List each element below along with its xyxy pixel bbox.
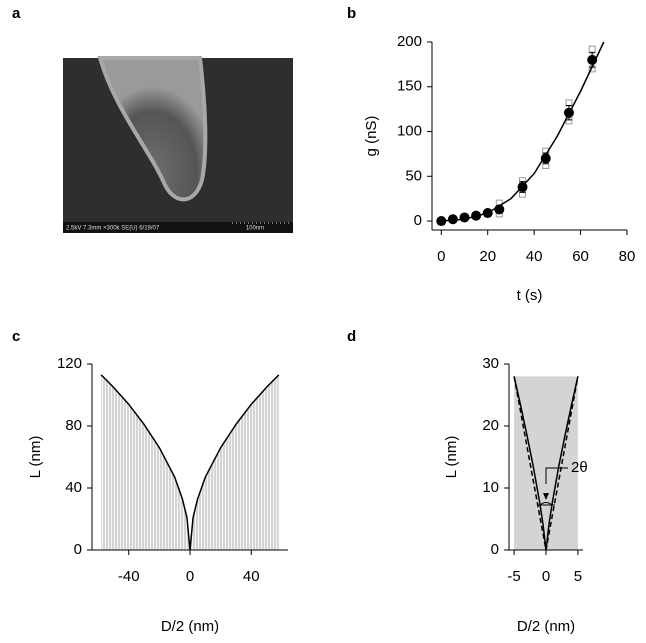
y-tick-label: 50 — [405, 167, 422, 184]
shade — [514, 376, 578, 550]
raw-point — [588, 45, 596, 53]
point — [436, 216, 447, 227]
x-tick-label: 0 — [186, 568, 194, 585]
y-tick-label: 100 — [397, 122, 422, 139]
x-axis-label: t (s) — [517, 287, 543, 304]
annotation: 2θ — [571, 459, 588, 476]
y-tick-label: 0 — [414, 212, 422, 229]
fit-curve — [100, 374, 280, 551]
point — [540, 153, 551, 164]
point — [587, 54, 598, 65]
x-tick-label: 80 — [619, 248, 636, 265]
x-tick-label: -5 — [507, 568, 520, 585]
cone-line — [513, 376, 579, 551]
sem-image — [63, 56, 293, 233]
y-tick-label: 200 — [397, 33, 422, 50]
y-axis-label: g (nS) — [363, 116, 380, 157]
x-tick-label: 40 — [243, 568, 260, 585]
y-axis-label: L (nm) — [27, 436, 44, 479]
x-axis-label: D/2 (nm) — [517, 618, 575, 635]
y-tick-label: 80 — [65, 417, 82, 434]
x-tick-label: 5 — [574, 568, 582, 585]
y-tick-label: 30 — [482, 355, 499, 372]
scale-label: 100nm — [246, 226, 264, 232]
point — [471, 210, 482, 221]
panel-label: c — [12, 328, 20, 345]
angle-arrow — [543, 493, 549, 500]
shade — [101, 374, 279, 550]
point — [494, 204, 505, 215]
point — [482, 207, 493, 218]
raw-point — [565, 99, 573, 107]
x-tick-label: -40 — [118, 568, 140, 585]
y-axis-label: L (nm) — [443, 436, 460, 479]
panel-label: d — [347, 328, 356, 345]
point — [447, 214, 458, 225]
x-tick-label: 20 — [479, 248, 496, 265]
x-tick-label: 0 — [542, 568, 550, 585]
y-tick-label: 20 — [482, 417, 499, 434]
panel-label: a — [12, 5, 21, 22]
y-tick-label: 120 — [57, 355, 82, 372]
point — [563, 107, 574, 118]
x-tick-label: 0 — [437, 248, 445, 265]
angle-marker — [537, 467, 568, 506]
sem-caption: 2.5kV 7.3mm ×300k SE(U) 6/19/07 — [66, 226, 160, 232]
y-tick-label: 0 — [491, 541, 499, 558]
point — [517, 182, 528, 193]
y-tick-label: 40 — [65, 479, 82, 496]
x-tick-label: 40 — [526, 248, 543, 265]
y-tick-label: 0 — [74, 541, 82, 558]
fit-curve — [441, 41, 605, 222]
panel-label: b — [347, 5, 356, 22]
x-tick-label: 60 — [572, 248, 589, 265]
x-axis-label: D/2 (nm) — [161, 618, 219, 635]
point — [459, 212, 470, 223]
y-tick-label: 150 — [397, 78, 422, 95]
y-tick-label: 10 — [482, 479, 499, 496]
